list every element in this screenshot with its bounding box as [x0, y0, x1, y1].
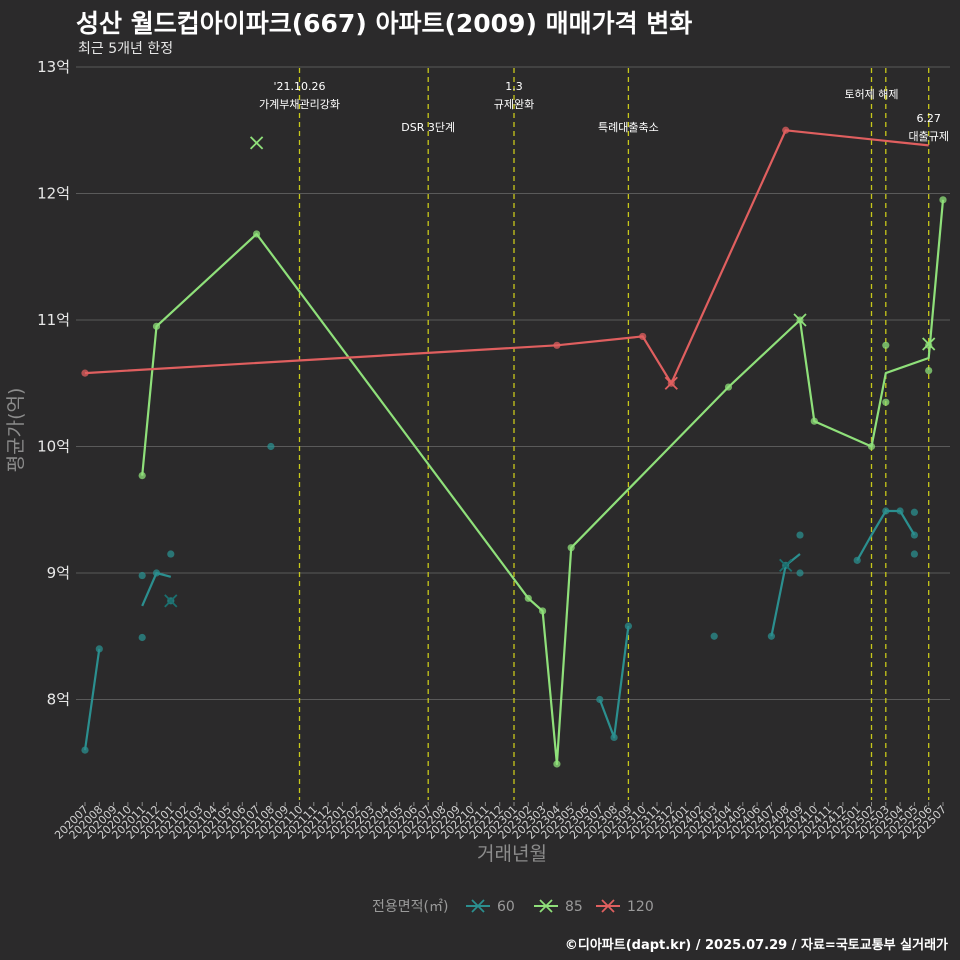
grid-lines [76, 66, 950, 700]
cancelled-marker-60 [779, 558, 793, 573]
legend-title: 전용면적(㎡) [372, 899, 448, 915]
event-label: '21.10.26 [273, 80, 325, 93]
data-point-85 [724, 383, 733, 391]
cancelled-marker-85 [793, 313, 807, 327]
data-point-60 [138, 633, 146, 642]
legend-label: 120 [627, 899, 654, 915]
data-point-60 [710, 632, 718, 640]
legend-label: 85 [565, 899, 583, 915]
series-60 [81, 442, 919, 754]
data-point-85 [253, 230, 261, 238]
data-point-60 [910, 550, 919, 558]
data-point-85 [567, 544, 575, 552]
data-point-85 [553, 760, 561, 768]
data-point-60 [767, 632, 776, 640]
series-line-60 [141, 571, 172, 607]
y-tick-label: 8억 [47, 691, 70, 709]
cancelled-marker-85 [249, 136, 264, 150]
cancelled-marker-60 [164, 594, 178, 608]
legend-cross-icon [539, 899, 553, 913]
data-point-60 [95, 645, 103, 653]
series-85 [138, 136, 947, 768]
data-point-60 [596, 695, 604, 704]
legend-item-60: 60 [466, 899, 515, 915]
data-point-60 [796, 569, 804, 577]
event-label: 특례대출축소 [598, 121, 659, 134]
y-tick-label: 11억 [37, 311, 70, 329]
source-caption: ©디아파트(dapt.kr) / 2025.07.29 / 자료=국토교통부 실… [564, 938, 948, 953]
event-label: 가계부채관리강화 [259, 98, 340, 111]
y-tick-label: 10억 [37, 438, 70, 456]
event-label: 대출규제 [908, 130, 948, 143]
data-point-85 [882, 398, 890, 406]
chart-subtitle: 최근 5개년 한정 [78, 41, 174, 57]
data-point-60 [853, 556, 861, 564]
series-line-120 [84, 129, 929, 385]
data-point-60 [796, 531, 804, 539]
legend-item-120: 120 [596, 899, 654, 915]
data-point-120 [553, 341, 561, 349]
y-tick-label: 9억 [47, 564, 70, 582]
data-point-120 [81, 369, 89, 377]
legend-cross-icon [471, 899, 485, 913]
data-point-85 [882, 341, 890, 349]
x-axis-title: 거래년월 [477, 843, 547, 865]
data-point-60 [610, 733, 618, 742]
data-point-85 [925, 367, 933, 375]
legend: 전용면적(㎡) 60 85 120 [372, 899, 654, 915]
legend-item-85: 85 [534, 899, 583, 915]
data-point-120 [639, 332, 647, 341]
y-axis-title: 평균가(억) [5, 388, 27, 473]
x-axis-ticks: 2020072020082020092020102020112020122021… [52, 802, 949, 842]
series-line-60 [83, 648, 101, 751]
y-tick-label: 13억 [37, 58, 70, 76]
data-point-60 [882, 507, 890, 515]
data-point-60 [81, 746, 89, 754]
y-axis-ticks: 8억 9억 10억 11억 12억 13억 [37, 58, 70, 709]
data-point-60 [910, 508, 919, 516]
chart-title: 성산 월드컵아이파크(667) 아파트(2009) 매매가격 변화 [76, 9, 693, 38]
data-point-85 [867, 442, 876, 451]
data-point-60 [896, 507, 904, 515]
series-120 [81, 126, 929, 390]
event-label: DSR 3단계 [401, 121, 455, 134]
series-layer [81, 126, 947, 768]
data-point-60 [624, 622, 633, 630]
event-label: 1.3 [505, 80, 523, 93]
data-point-85 [939, 196, 947, 204]
data-point-60 [167, 550, 175, 558]
data-point-85 [539, 607, 547, 615]
event-label: 규제완화 [494, 98, 534, 111]
data-point-120 [782, 126, 790, 134]
data-point-60 [267, 442, 275, 451]
data-point-60 [138, 571, 146, 580]
legend-cross-icon [601, 899, 615, 913]
series-line-85 [141, 199, 945, 766]
data-point-60 [910, 531, 919, 539]
event-label: 토허제 해제 [844, 87, 898, 101]
y-tick-label: 12억 [37, 185, 70, 203]
data-point-60 [152, 569, 161, 577]
cancelled-marker-85 [922, 337, 936, 351]
legend-label: 60 [497, 899, 515, 915]
cancelled-marker-120 [664, 376, 678, 390]
series-line-60 [598, 625, 630, 739]
data-point-85 [152, 322, 161, 330]
data-point-85 [810, 417, 818, 425]
data-point-85 [524, 594, 532, 602]
data-point-85 [138, 471, 146, 480]
event-label: 6.27 [916, 112, 941, 125]
